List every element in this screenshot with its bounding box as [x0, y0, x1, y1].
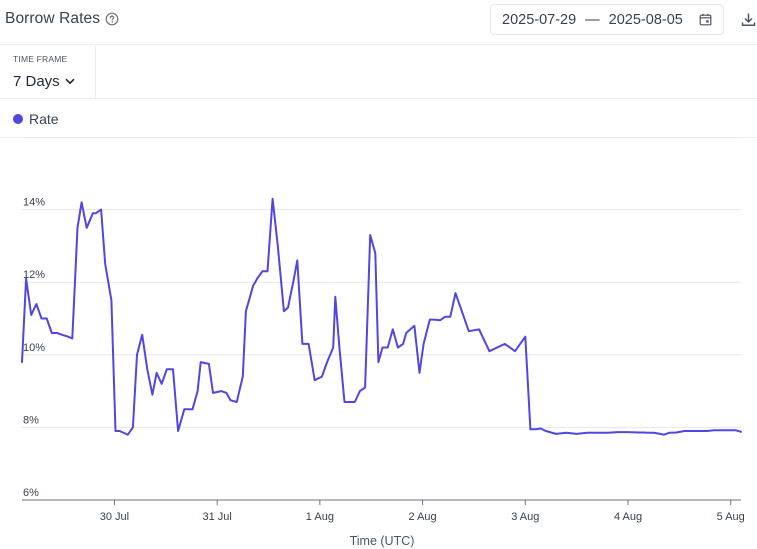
date-range-picker[interactable]: 2025-07-29 — 2025-08-05: [490, 4, 724, 35]
chevron-down-icon: [65, 78, 75, 85]
calendar-icon[interactable]: [699, 13, 712, 26]
y-tick-label: 12%: [23, 269, 45, 281]
page-title: Borrow Rates: [5, 10, 101, 27]
title-group: Borrow Rates: [5, 10, 119, 28]
legend-item-rate[interactable]: Rate: [13, 111, 59, 127]
x-axis-title: Time (UTC): [350, 534, 415, 548]
timeframe-dropdown[interactable]: 7 Days: [13, 73, 75, 90]
y-tick-label: 8%: [23, 414, 39, 426]
legend-dot: [13, 114, 23, 124]
x-tick-label: 31 Jul: [202, 511, 231, 523]
chart-header: Borrow Rates 2025-07-29 — 2025-08-05: [0, 0, 757, 45]
timeframe-value: 7 Days: [13, 73, 60, 90]
y-tick-label: 6%: [23, 487, 39, 499]
rate-series-line: [21, 197, 742, 436]
x-ticks: 30 Jul 31 Jul 1 Aug 2 Aug 3 Aug 4 Aug 5 Aug: [100, 500, 745, 523]
date-start: 2025-07-29: [502, 11, 577, 28]
timeframe-selector[interactable]: TIME FRAME 7 Days: [0, 45, 96, 98]
x-tick-label: 30 Jul: [100, 511, 129, 523]
x-tick-label: 4 Aug: [614, 511, 642, 523]
timeframe-row: TIME FRAME 7 Days: [0, 45, 757, 99]
gridlines: [22, 137, 741, 428]
help-circle-icon[interactable]: [105, 12, 119, 26]
y-tick-labels: 6% 8% 10% 12% 14%: [23, 197, 45, 499]
download-icon[interactable]: [741, 12, 756, 27]
date-separator: —: [585, 11, 600, 28]
x-tick-label: 5 Aug: [717, 511, 745, 523]
y-tick-label: 10%: [23, 342, 45, 354]
rate-chart: 6% 8% 10% 12% 14% 30 Jul 31 Jul 1 Aug 2 Aug 3 Au…: [21, 137, 745, 548]
timeframe-label: TIME FRAME: [13, 54, 68, 64]
y-tick-label: 14%: [23, 197, 45, 209]
legend-row: Rate: [0, 99, 757, 138]
date-end: 2025-08-05: [608, 11, 683, 28]
x-tick-label: 1 Aug: [306, 511, 334, 523]
x-tick-label: 3 Aug: [511, 511, 539, 523]
x-tick-label: 2 Aug: [409, 511, 437, 523]
legend-label: Rate: [29, 111, 59, 127]
